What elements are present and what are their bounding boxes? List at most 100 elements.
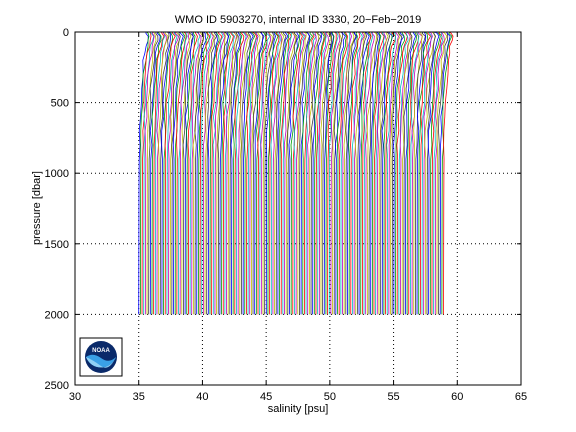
- profile-line: [350, 31, 361, 315]
- profile-line: [241, 31, 251, 315]
- x-tick-label: 30: [69, 391, 81, 403]
- profile-line: [431, 31, 443, 315]
- profile-line: [260, 31, 271, 315]
- profile-line: [409, 31, 420, 315]
- profile-line: [201, 31, 212, 315]
- profile-line: [187, 31, 198, 315]
- plot-frame: [74, 31, 522, 386]
- profile-line: [254, 31, 265, 315]
- profile-line: [279, 31, 290, 315]
- profile-line: [194, 31, 205, 315]
- profile-line: [405, 31, 417, 315]
- profile-line: [280, 31, 292, 315]
- profile-line: [292, 31, 303, 315]
- profile-line: [307, 31, 317, 315]
- profile-line: [345, 31, 357, 315]
- profile-line: [159, 31, 170, 315]
- profile-line: [358, 31, 370, 315]
- profile-line: [398, 31, 409, 315]
- profile-line: [354, 31, 366, 315]
- profile-line: [348, 31, 358, 315]
- profile-line: [393, 31, 405, 315]
- profile-line: [216, 31, 226, 315]
- profile-line: [202, 31, 214, 315]
- profile-line: [373, 31, 385, 315]
- x-tick-label: 40: [196, 391, 208, 403]
- profile-line: [224, 31, 236, 315]
- profile-line: [338, 31, 348, 315]
- profile-line: [139, 31, 150, 315]
- profile-line: [385, 31, 396, 315]
- profile-line: [419, 31, 432, 315]
- profile-line: [262, 31, 273, 315]
- profile-line: [323, 31, 334, 315]
- profile-line: [403, 31, 413, 315]
- profile-line: [151, 31, 162, 315]
- profile-line: [363, 31, 374, 315]
- profile-line: [366, 31, 378, 315]
- profile-line: [184, 31, 194, 315]
- profile-line: [310, 31, 322, 315]
- profile-line: [143, 31, 155, 315]
- profile-line: [413, 31, 423, 315]
- profile-line: [227, 31, 238, 315]
- profile-line: [221, 31, 231, 315]
- profile-line: [275, 31, 287, 315]
- profile-line: [265, 31, 277, 315]
- y-tick-label: 2500: [45, 380, 69, 392]
- profile-line: [347, 31, 358, 315]
- x-tick-label: 60: [451, 391, 463, 403]
- profile-line: [433, 31, 443, 315]
- profile-line: [436, 31, 448, 315]
- y-tick-label: 1500: [45, 239, 69, 251]
- profile-line: [388, 31, 399, 315]
- profile-line: [439, 31, 451, 315]
- x-tick-label: 55: [387, 391, 399, 403]
- profile-line: [277, 31, 289, 315]
- profile-line: [230, 31, 241, 315]
- profile-line: [196, 31, 207, 315]
- profile-line: [340, 31, 351, 315]
- profile-line: [149, 31, 161, 315]
- profile-line: [272, 31, 282, 315]
- profile-line: [174, 31, 186, 315]
- profile-line: [229, 31, 239, 315]
- profile-line: [172, 31, 184, 315]
- profile-line: [365, 31, 375, 315]
- profile-line: [423, 31, 433, 315]
- profile-line: [245, 31, 258, 315]
- profile-line: [288, 31, 300, 315]
- profile-line: [356, 31, 368, 315]
- profile-line: [343, 31, 355, 315]
- profile-line: [217, 31, 229, 315]
- profile-line: [264, 31, 275, 315]
- profile-line: [247, 31, 259, 315]
- profile-line: [141, 31, 152, 315]
- profile-line: [318, 31, 329, 315]
- profile-line: [234, 31, 245, 315]
- profile-line: [269, 31, 280, 315]
- profile-line: [267, 31, 279, 315]
- profile-line: [186, 31, 196, 315]
- profile-line: [426, 31, 436, 315]
- profile-line: [378, 31, 389, 315]
- profile-line: [368, 32, 379, 315]
- profile-line: [168, 31, 180, 315]
- profile-line: [144, 31, 155, 315]
- profile-line: [161, 31, 171, 315]
- profile-line: [443, 31, 454, 315]
- profile-line: [293, 31, 305, 315]
- profile-line: [418, 31, 429, 315]
- profile-line: [285, 31, 296, 315]
- profile-line: [383, 31, 393, 315]
- profile-line: [249, 31, 259, 315]
- profile-line: [192, 31, 204, 315]
- y-tick-label: 0: [63, 27, 69, 39]
- profile-line: [209, 31, 220, 315]
- profile-line: [283, 31, 296, 315]
- profile-line: [171, 31, 181, 315]
- profile-line: [287, 32, 298, 315]
- profile-line: [211, 31, 223, 315]
- profile-line: [146, 31, 157, 315]
- profile-line: [353, 31, 365, 315]
